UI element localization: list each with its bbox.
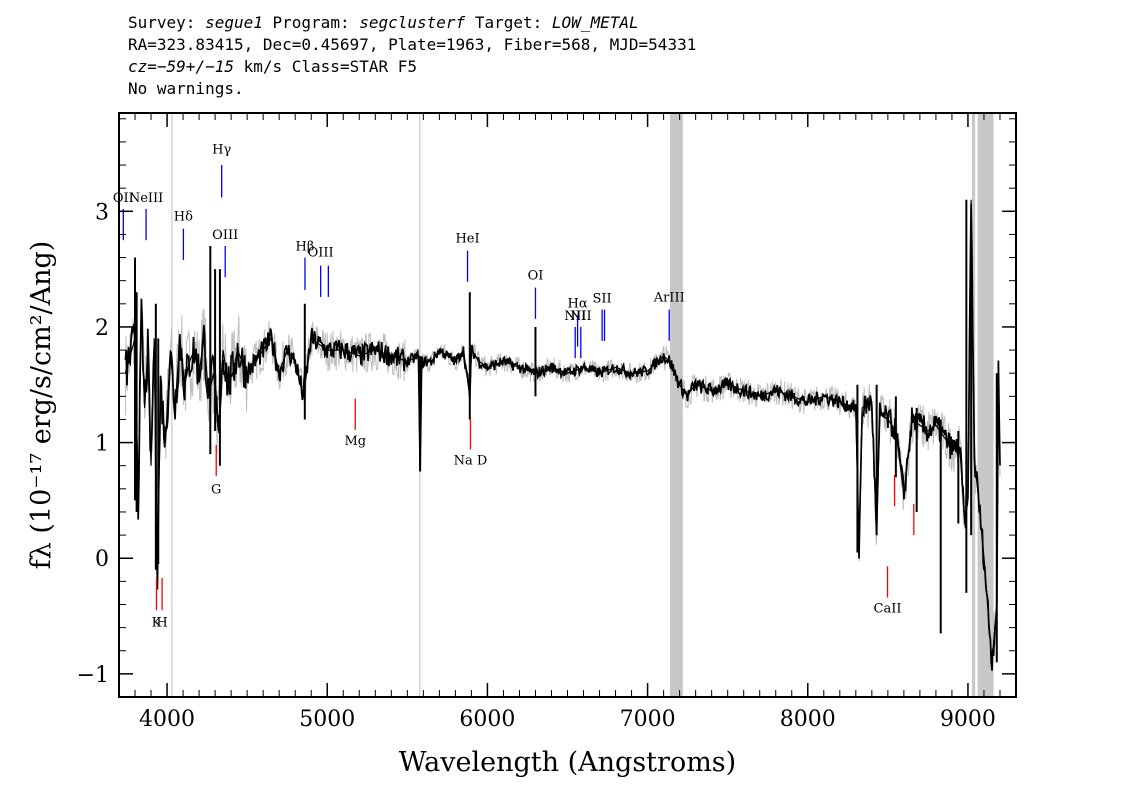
emission-line-label-9: OI [528, 269, 544, 284]
y-axis-label: fλ (10⁻¹⁷ erg/s/cm²/Ang) [26, 241, 57, 570]
emission-line-label-11: Hα [568, 296, 588, 311]
emission-line-label-12: NII [570, 309, 592, 324]
absorption-line-label-4: Na D [454, 454, 488, 469]
emission-line-label-3: Hγ [212, 142, 231, 157]
x-tick-label: 9000 [940, 707, 996, 732]
y-tick-label: 2 [95, 316, 109, 341]
target-label: Target: [474, 13, 543, 32]
header-line-redshift: cz=−59+/−15 km/s Class=STAR F5 [128, 56, 696, 78]
absorption-line-label-1: H [156, 615, 167, 630]
emission-line-label-15: ArIII [653, 290, 685, 305]
cz-label: cz= [128, 57, 157, 76]
emission-line-label-10: NII [564, 309, 586, 324]
x-tick-label: 8000 [780, 707, 836, 732]
y-tick-label: 1 [95, 432, 109, 457]
header-line-survey: Survey: segue1 Program: segclusterf Targ… [128, 12, 696, 34]
survey-value: segue1 [205, 13, 263, 32]
absorption-line-label-3: Mg [344, 434, 366, 449]
spectrum-header: Survey: segue1 Program: segclusterf Targ… [128, 12, 696, 100]
absorption-line-label-2: G [211, 482, 221, 497]
header-line-warnings: No warnings. [128, 79, 244, 98]
axis-ticks: 4000 5000 6000 7000 8000 9000 −1 0 1 2 3 [77, 113, 1017, 732]
masked-region-0 [670, 113, 683, 697]
y-tick-label: 0 [95, 547, 109, 572]
absorption-line-label-0: K [152, 615, 162, 630]
x-tick-label: 7000 [620, 707, 676, 732]
x-tick-label: 6000 [459, 707, 515, 732]
masked-region-2 [977, 113, 994, 697]
cz-value: −59+/−15 [156, 57, 234, 76]
y-tick-label: 3 [95, 200, 109, 225]
masked-regions [670, 113, 994, 697]
survey-label: Survey: [128, 13, 196, 32]
emission-line-label-5: Hβ [296, 240, 315, 255]
error-band [124, 222, 1001, 675]
spectrum-series [124, 199, 1001, 671]
spectrum-line [124, 203, 1001, 671]
emission-line-label-13: SII [593, 292, 612, 307]
error-band-trace [124, 222, 1001, 675]
emission-line-label-6: OIII [308, 245, 334, 260]
target-value: LOW_METAL [551, 13, 639, 32]
header-line-coordinates: RA=323.83415, Dec=0.45697, Plate=1963, F… [128, 35, 697, 54]
x-tick-label: 5000 [299, 707, 355, 732]
program-label: Program: [272, 13, 350, 32]
spectrum-spikes [134, 199, 998, 663]
y-tick-label: −1 [77, 663, 109, 688]
program-value: segclusterf [359, 13, 466, 32]
x-tick-label: 4000 [139, 707, 195, 732]
emission-line-label-8: HeI [455, 232, 479, 247]
absorption-line-label-5: CaII [874, 602, 902, 617]
cz-units-class: km/s Class=STAR F5 [243, 57, 417, 76]
emission-line-label-1: NeIII [129, 191, 163, 206]
emission-line-label-2: Hδ [174, 210, 193, 225]
spectrum-anchor-line [124, 199, 1001, 663]
x-axis-label: Wavelength (Angstroms) [399, 747, 736, 778]
emission-line-label-4: OIII [212, 228, 238, 243]
